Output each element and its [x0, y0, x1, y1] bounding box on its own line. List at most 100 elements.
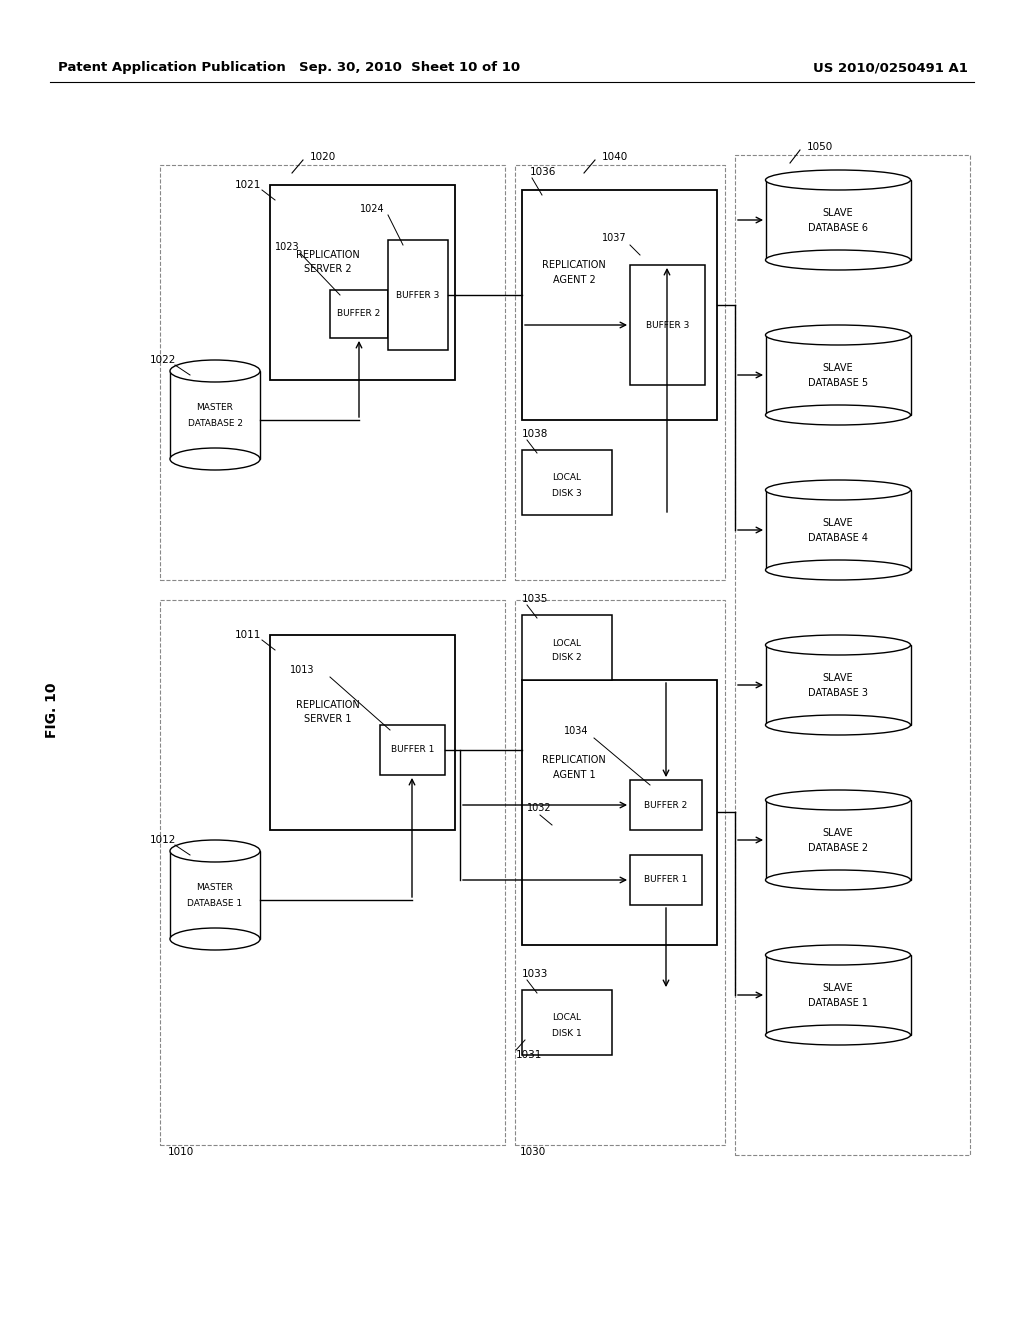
- Text: BUFFER 2: BUFFER 2: [337, 309, 381, 318]
- Text: BUFFER 3: BUFFER 3: [646, 321, 689, 330]
- Ellipse shape: [170, 447, 260, 470]
- Ellipse shape: [766, 170, 910, 190]
- Text: 1012: 1012: [150, 836, 176, 845]
- Text: DATABASE 2: DATABASE 2: [187, 418, 243, 428]
- Text: SERVER 1: SERVER 1: [304, 714, 352, 723]
- Bar: [766, 645, 910, 725]
- Bar: [270, 635, 455, 830]
- Bar: [522, 450, 612, 515]
- Text: LOCAL: LOCAL: [553, 639, 582, 648]
- Bar: [766, 490, 910, 570]
- Ellipse shape: [170, 928, 260, 950]
- Bar: [515, 601, 725, 1144]
- Bar: [766, 335, 910, 414]
- Text: Patent Application Publication: Patent Application Publication: [58, 62, 286, 74]
- Text: MASTER: MASTER: [197, 883, 233, 892]
- Text: 1038: 1038: [522, 429, 549, 440]
- Bar: [630, 265, 705, 385]
- Ellipse shape: [766, 325, 910, 345]
- Text: 1036: 1036: [530, 168, 556, 177]
- Text: 1035: 1035: [522, 594, 549, 605]
- Text: SLAVE: SLAVE: [822, 828, 853, 838]
- Text: SLAVE: SLAVE: [822, 517, 853, 528]
- Bar: [766, 800, 910, 880]
- Ellipse shape: [766, 480, 910, 500]
- Bar: [330, 290, 388, 338]
- Text: 1034: 1034: [564, 726, 589, 737]
- Text: LOCAL: LOCAL: [553, 474, 582, 483]
- Bar: [766, 954, 910, 1035]
- Text: REPLICATION: REPLICATION: [542, 260, 606, 271]
- Ellipse shape: [766, 789, 910, 810]
- Text: 1040: 1040: [602, 152, 629, 162]
- Ellipse shape: [766, 560, 910, 579]
- Text: REPLICATION: REPLICATION: [296, 249, 359, 260]
- Text: 1023: 1023: [275, 242, 300, 252]
- Text: US 2010/0250491 A1: US 2010/0250491 A1: [813, 62, 968, 74]
- Text: MASTER: MASTER: [197, 404, 233, 412]
- Text: Sep. 30, 2010  Sheet 10 of 10: Sep. 30, 2010 Sheet 10 of 10: [299, 62, 520, 74]
- Bar: [522, 990, 612, 1055]
- Ellipse shape: [170, 840, 260, 862]
- Ellipse shape: [170, 360, 260, 381]
- Text: SLAVE: SLAVE: [822, 209, 853, 218]
- Bar: [380, 725, 445, 775]
- Text: BUFFER 1: BUFFER 1: [391, 746, 434, 755]
- Ellipse shape: [766, 635, 910, 655]
- Text: LOCAL: LOCAL: [553, 1014, 582, 1023]
- Text: DISK 3: DISK 3: [552, 488, 582, 498]
- Ellipse shape: [766, 249, 910, 271]
- Bar: [160, 601, 505, 1144]
- Text: DATABASE 3: DATABASE 3: [808, 688, 868, 698]
- Text: REPLICATION: REPLICATION: [296, 700, 359, 710]
- Ellipse shape: [766, 715, 910, 735]
- Text: 1024: 1024: [360, 205, 385, 214]
- Text: SLAVE: SLAVE: [822, 983, 853, 993]
- Bar: [515, 165, 725, 579]
- Text: AGENT 2: AGENT 2: [553, 275, 595, 285]
- Bar: [270, 185, 455, 380]
- Text: FIG. 10: FIG. 10: [45, 682, 59, 738]
- Text: DISK 2: DISK 2: [552, 653, 582, 663]
- Text: DATABASE 5: DATABASE 5: [808, 378, 868, 388]
- Text: REPLICATION: REPLICATION: [542, 755, 606, 766]
- Bar: [522, 680, 717, 945]
- Text: 1022: 1022: [150, 355, 176, 366]
- Text: 1037: 1037: [602, 234, 627, 243]
- Text: SERVER 2: SERVER 2: [304, 264, 352, 275]
- Text: 1021: 1021: [234, 180, 261, 190]
- Text: 1031: 1031: [516, 1049, 543, 1060]
- Text: 1013: 1013: [290, 665, 314, 675]
- Text: 1050: 1050: [807, 143, 834, 152]
- Text: 1033: 1033: [522, 969, 549, 979]
- Bar: [160, 165, 505, 579]
- Text: 1010: 1010: [168, 1147, 195, 1158]
- Text: AGENT 1: AGENT 1: [553, 770, 595, 780]
- Text: DATABASE 4: DATABASE 4: [808, 533, 868, 543]
- Ellipse shape: [766, 1026, 910, 1045]
- Ellipse shape: [766, 870, 910, 890]
- Text: BUFFER 2: BUFFER 2: [644, 800, 688, 809]
- Text: BUFFER 3: BUFFER 3: [396, 290, 439, 300]
- Text: SLAVE: SLAVE: [822, 673, 853, 682]
- Bar: [170, 851, 260, 939]
- Text: 1011: 1011: [234, 630, 261, 640]
- Text: DATABASE 1: DATABASE 1: [187, 899, 243, 908]
- Bar: [170, 371, 260, 459]
- Bar: [735, 154, 970, 1155]
- Bar: [630, 780, 702, 830]
- Text: BUFFER 1: BUFFER 1: [644, 875, 688, 884]
- Text: DATABASE 1: DATABASE 1: [808, 998, 868, 1008]
- Bar: [522, 190, 717, 420]
- Text: 1020: 1020: [310, 152, 336, 162]
- Bar: [522, 615, 612, 680]
- Text: 1032: 1032: [527, 803, 552, 813]
- Ellipse shape: [766, 945, 910, 965]
- Text: DATABASE 6: DATABASE 6: [808, 223, 868, 234]
- Text: DISK 1: DISK 1: [552, 1028, 582, 1038]
- Bar: [388, 240, 449, 350]
- Ellipse shape: [766, 405, 910, 425]
- Text: DATABASE 2: DATABASE 2: [808, 843, 868, 853]
- Text: 1030: 1030: [520, 1147, 546, 1158]
- Bar: [766, 180, 910, 260]
